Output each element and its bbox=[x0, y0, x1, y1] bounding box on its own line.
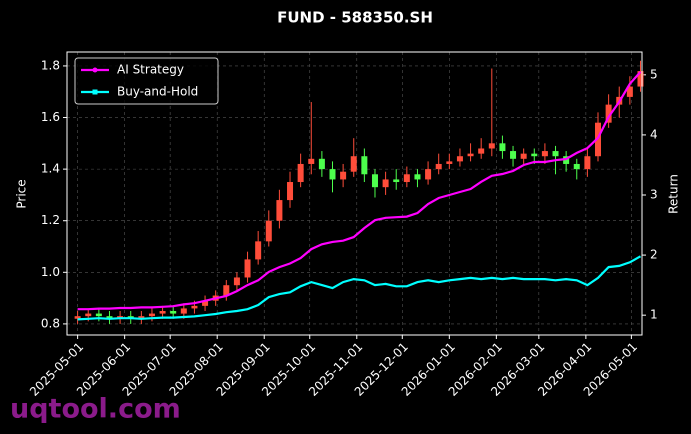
y-tick-label: 1.6 bbox=[41, 110, 60, 124]
y-tick-label: 1.4 bbox=[41, 162, 60, 176]
candle-body bbox=[605, 104, 612, 123]
y2-tick-label: 3 bbox=[650, 188, 658, 202]
y2-tick-label: 5 bbox=[650, 67, 658, 81]
candle-body bbox=[499, 143, 506, 152]
plot-frame bbox=[66, 51, 643, 336]
candle-body bbox=[350, 156, 357, 172]
candle-body bbox=[329, 169, 336, 180]
candle-body bbox=[467, 153, 474, 157]
candle-body bbox=[595, 122, 602, 157]
candle-body bbox=[255, 241, 262, 260]
legend-marker bbox=[92, 89, 98, 95]
candle-body bbox=[180, 308, 187, 314]
watermark: uqtool.com bbox=[10, 394, 181, 425]
y2-tick-label: 1 bbox=[650, 308, 658, 322]
candle-body bbox=[138, 316, 145, 319]
candle-body bbox=[371, 174, 378, 188]
legend-marker bbox=[92, 67, 98, 73]
y-tick-label: 1.2 bbox=[41, 213, 60, 227]
candle-body bbox=[74, 316, 81, 319]
y-tick-label: 1.0 bbox=[41, 265, 60, 279]
y2-tick-label: 2 bbox=[650, 248, 658, 262]
candle-body bbox=[361, 156, 368, 175]
candle-body bbox=[148, 313, 155, 317]
candle-body bbox=[584, 156, 591, 170]
candle-body bbox=[425, 169, 432, 180]
legend-box bbox=[74, 57, 219, 105]
legend-label: Buy-and-Hold bbox=[117, 85, 198, 99]
candle-body bbox=[191, 305, 198, 309]
y-tick-label: 1.8 bbox=[41, 58, 60, 72]
candle-body bbox=[414, 174, 421, 180]
candle-body bbox=[318, 158, 325, 170]
legend-label: AI Strategy bbox=[117, 63, 184, 77]
candle-body bbox=[393, 179, 400, 183]
candle-body bbox=[340, 171, 347, 180]
candle-body bbox=[85, 313, 92, 317]
candle-body bbox=[265, 220, 272, 242]
candle-body bbox=[159, 311, 166, 314]
candle-body bbox=[297, 163, 304, 183]
candle-body bbox=[637, 71, 644, 87]
candle-body bbox=[456, 156, 463, 162]
series-line bbox=[77, 71, 642, 311]
chart-title: FUND - 588350.SH bbox=[277, 9, 433, 27]
candle-body bbox=[106, 316, 113, 319]
series-line bbox=[77, 255, 642, 321]
candle-body bbox=[308, 158, 315, 164]
candle-body bbox=[170, 311, 177, 314]
candle-body bbox=[478, 148, 485, 154]
candle-body bbox=[446, 161, 453, 164]
candle-body bbox=[276, 200, 283, 221]
candle-body bbox=[626, 86, 633, 97]
candle-body bbox=[573, 163, 580, 170]
candle-body bbox=[435, 163, 442, 170]
candle-body bbox=[520, 153, 527, 159]
candle-body bbox=[382, 179, 389, 188]
candle-body bbox=[244, 259, 251, 278]
y2-axis-label: Return bbox=[667, 174, 681, 214]
y-tick-label: 0.8 bbox=[41, 316, 60, 330]
candle-body bbox=[488, 143, 495, 149]
y-axis-label: Price bbox=[15, 179, 29, 208]
candle-body bbox=[531, 153, 538, 157]
y2-tick-label: 4 bbox=[650, 127, 658, 141]
candle-body bbox=[510, 151, 517, 159]
candle-body bbox=[403, 174, 410, 183]
candle-body bbox=[233, 277, 240, 286]
candle-body bbox=[552, 151, 559, 157]
candle-body bbox=[287, 182, 294, 201]
candle-body bbox=[541, 151, 548, 157]
candle-body bbox=[202, 300, 209, 306]
candle-body bbox=[95, 313, 102, 317]
candle-body bbox=[223, 285, 230, 296]
